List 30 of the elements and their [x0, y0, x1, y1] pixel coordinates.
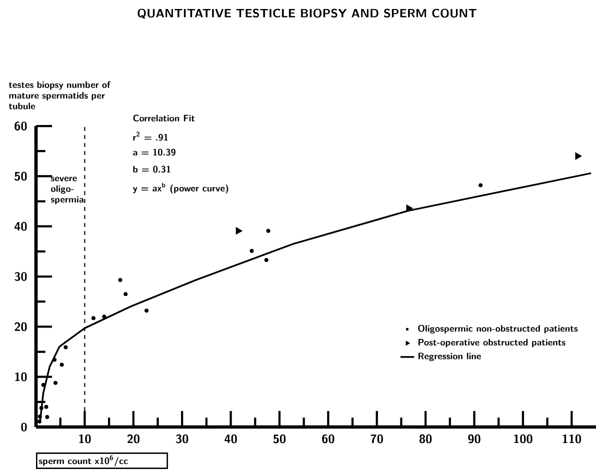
- x-tick-label: 30: [176, 434, 188, 444]
- x-tick-label: 100: [514, 434, 532, 444]
- annotation: a = 10.39: [133, 148, 176, 156]
- annotation: severe oligo- spermia: [51, 176, 84, 204]
- x-tick-label: 90: [468, 434, 480, 444]
- y-tick-label: 0: [21, 422, 27, 432]
- y-tick-label: 10: [15, 372, 27, 382]
- y-axis-title: testes biopsy number of mature spermatids per tubule: [8, 81, 111, 110]
- x-axis-title: sperm count x10$^{6}$/cc: [38, 455, 128, 466]
- y-tick-label: 20: [14, 322, 27, 332]
- chart-title: QUANTITATIVE TESTICLE BIOPSY AND SPERM COUNT: [138, 8, 476, 19]
- x-tick-label: 70: [370, 434, 383, 444]
- y-tick-label: 60: [14, 122, 27, 130]
- annotation: y = ax$^{b}$ (power curve): [132, 182, 228, 194]
- annotation: r$^{2}$ = .91: [133, 132, 168, 141]
- x-tick-label: 60: [322, 434, 334, 444]
- x-tick-label: 110: [562, 434, 582, 444]
- annotation: b = 0.31: [133, 166, 170, 173]
- y-tick-label: 50: [14, 172, 27, 181]
- x-tick-label: 20: [127, 434, 140, 444]
- x-tick-label: 10: [79, 434, 91, 444]
- x-tick-label: 40: [224, 434, 237, 444]
- legend-label: Regression line: [418, 352, 481, 362]
- legend-label: Oligospermic non-obstructed patients: [418, 324, 578, 334]
- x-tick-label: 80: [420, 434, 432, 444]
- x-tick-label: 50: [273, 434, 286, 444]
- text: Correlation Fit: [133, 114, 195, 122]
- legend-label: Post-operative obstructed patients: [418, 338, 566, 348]
- y-tick-label: 30: [14, 272, 27, 281]
- y-tick-label: 40: [14, 222, 27, 231]
